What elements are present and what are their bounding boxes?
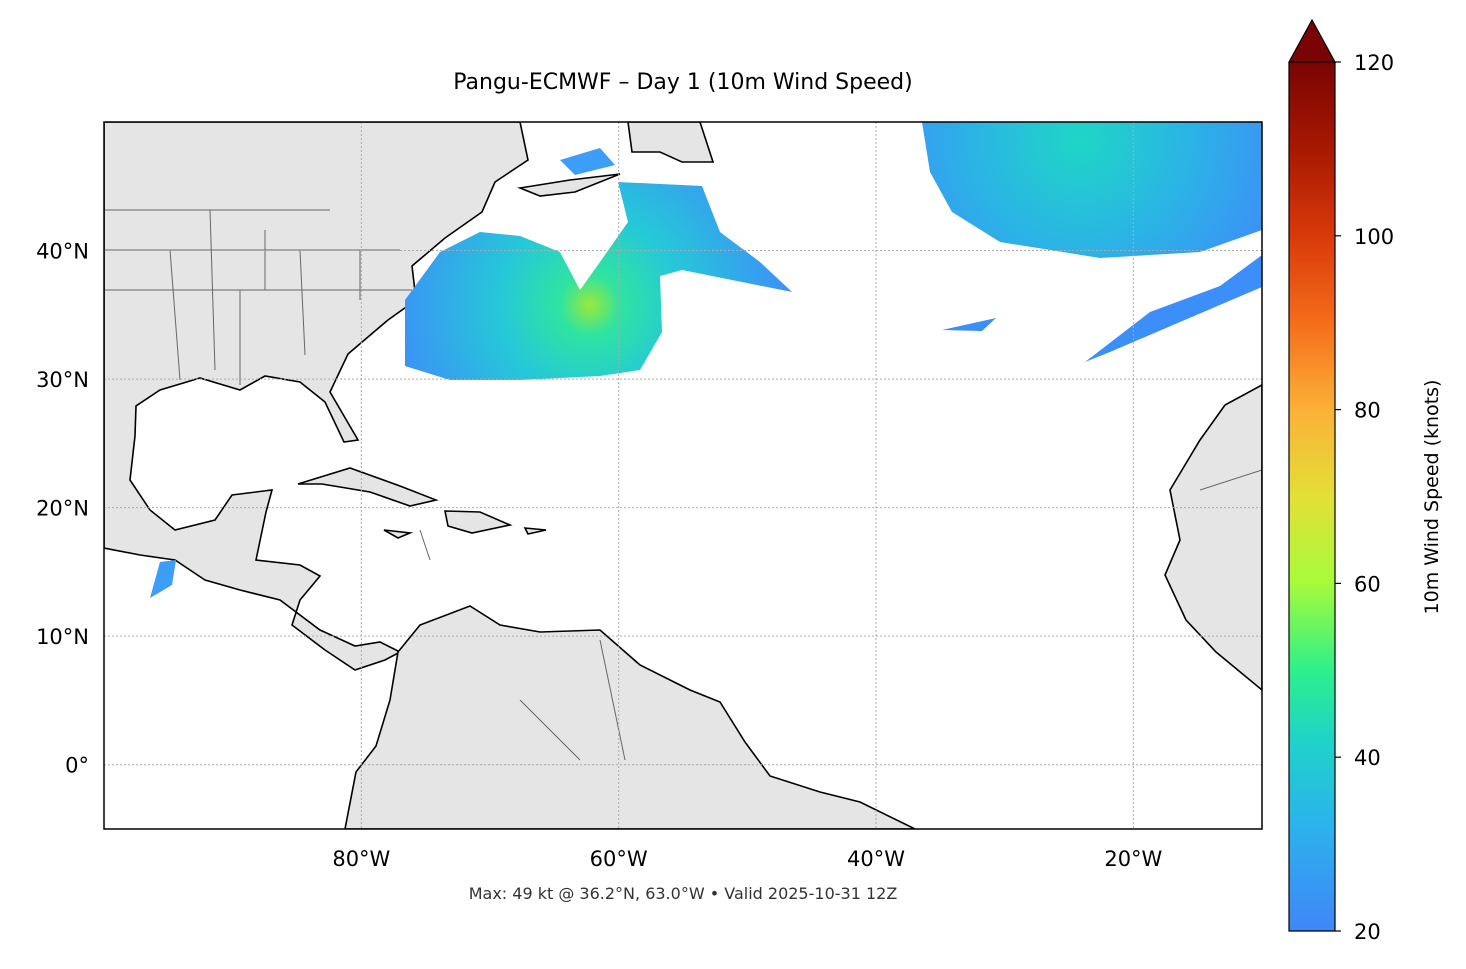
y-tick-label: 0° — [65, 754, 89, 778]
africa — [1164, 384, 1262, 692]
map-title: Pangu-ECMWF – Day 1 (10m Wind Speed) — [453, 70, 913, 95]
wind-region-gulf-st-lawrence — [560, 148, 615, 175]
wind-field — [150, 122, 1262, 598]
y-tick-label: 40°N — [36, 240, 89, 264]
wind-region-azores — [1085, 255, 1262, 362]
wind-region-nw-atlantic — [405, 182, 792, 380]
nova-scotia — [517, 173, 621, 197]
gridlines — [104, 122, 1262, 829]
y-axis: 40°N 30°N 20°N 10°N 0° — [36, 240, 89, 778]
colorbar: 20 40 60 80 100 120 — [1287, 18, 1394, 944]
footer-info: Max: 49 kt @ 36.2°N, 63.0°W • Valid 2025… — [468, 884, 898, 903]
south-america — [344, 605, 916, 829]
jamaica — [383, 529, 414, 539]
colorbar-ticks: 20 40 60 80 100 120 — [1335, 51, 1394, 944]
x-tick-label: 40°W — [847, 847, 905, 871]
wind-region-pacific — [150, 560, 176, 598]
state-borders — [104, 209, 1262, 761]
x-tick-label: 20°W — [1104, 847, 1162, 871]
colorbar-tick-label: 60 — [1354, 572, 1381, 596]
map-frame — [103, 121, 1263, 830]
y-tick-label: 20°N — [36, 497, 89, 521]
cuba — [297, 467, 439, 507]
newfoundland — [627, 122, 715, 163]
north-central-america — [104, 122, 529, 671]
colorbar-gradient — [1289, 62, 1335, 931]
colorbar-extend-triangle — [1287, 18, 1337, 63]
colorbar-label: 10m Wind Speed (knots) — [1421, 379, 1443, 615]
colorbar-tick-label: 20 — [1354, 920, 1381, 944]
wind-region-small — [942, 318, 996, 331]
hispaniola — [444, 510, 513, 534]
y-tick-label: 10°N — [36, 625, 89, 649]
colorbar-tick-label: 80 — [1354, 399, 1381, 423]
colorbar-tick-label: 120 — [1354, 51, 1394, 75]
colorbar-tick-label: 40 — [1354, 746, 1381, 770]
puerto-rico — [523, 527, 547, 535]
x-tick-label: 80°W — [332, 847, 390, 871]
land — [104, 122, 1262, 829]
x-axis: 80°W 60°W 40°W 20°W — [332, 847, 1162, 871]
x-tick-label: 60°W — [590, 847, 648, 871]
colorbar-tick-label: 100 — [1354, 225, 1394, 249]
wind-region-ne-atlantic — [922, 122, 1262, 258]
colorbar-frame — [1288, 62, 1336, 932]
y-tick-label: 30°N — [36, 368, 89, 392]
